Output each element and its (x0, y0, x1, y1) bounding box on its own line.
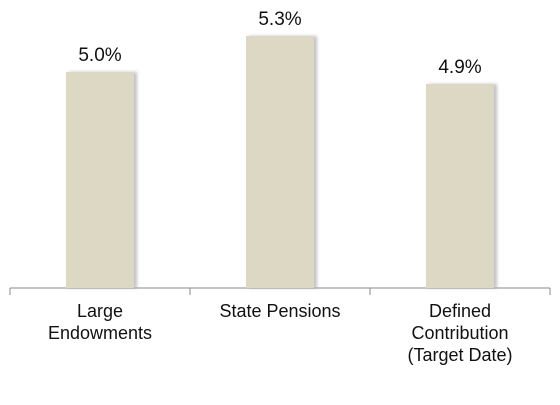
value-label: 5.0% (78, 45, 121, 66)
bar (426, 84, 494, 288)
x-tick-label: State Pensions (219, 301, 341, 321)
x-tick-label: Large Endowments (47, 301, 153, 343)
value-label: 5.3% (258, 9, 301, 30)
bar (66, 72, 134, 288)
x-tick-label: Defined Contribution (Target Date) (407, 301, 513, 365)
value-label: 4.9% (438, 57, 481, 78)
bar (246, 36, 314, 288)
